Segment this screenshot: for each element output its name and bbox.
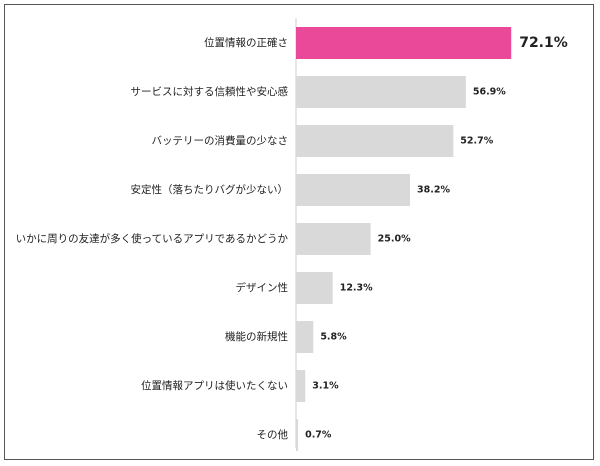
value-label-6: 5.8% <box>320 332 347 343</box>
value-label-2: 52.7% <box>460 136 493 147</box>
bar-2 <box>296 125 454 157</box>
bar-4 <box>296 223 371 255</box>
category-label-3: 安定性（落ちたりバグが少ない） <box>131 183 289 196</box>
bar-0 <box>296 27 512 59</box>
value-label-8: 0.7% <box>305 430 332 441</box>
category-label-1: サービスに対する信頼性や安心感 <box>131 85 289 98</box>
value-label-5: 12.3% <box>340 283 373 294</box>
bar-8 <box>296 419 299 451</box>
category-label-8: その他 <box>257 428 289 441</box>
category-label-2: バッテリーの消費量の少なさ <box>152 134 289 147</box>
value-label-0: 72.1% <box>519 35 568 51</box>
bar-1 <box>296 76 466 108</box>
category-label-6: 機能の新規性 <box>225 330 288 343</box>
bar-6 <box>296 321 314 353</box>
category-label-7: 位置情報アプリは使いたくない <box>141 379 288 392</box>
bar-3 <box>296 174 411 206</box>
bar-5 <box>296 272 333 304</box>
category-label-5: デザイン性 <box>236 281 289 294</box>
value-label-4: 25.0% <box>378 234 411 245</box>
value-label-1: 56.9% <box>473 87 506 98</box>
category-label-4: いかに周りの友達が多く使っているアプリであるかどうか <box>16 232 289 245</box>
bars-group: 位置情報の正確さ 72.1% サービスに対する信頼性や安心感 56.9% バッテリーの消… <box>16 27 568 451</box>
bar-7 <box>296 370 306 402</box>
category-label-0: 位置情報の正確さ <box>204 36 288 49</box>
value-label-3: 38.2% <box>417 185 450 196</box>
value-label-7: 3.1% <box>312 381 339 392</box>
